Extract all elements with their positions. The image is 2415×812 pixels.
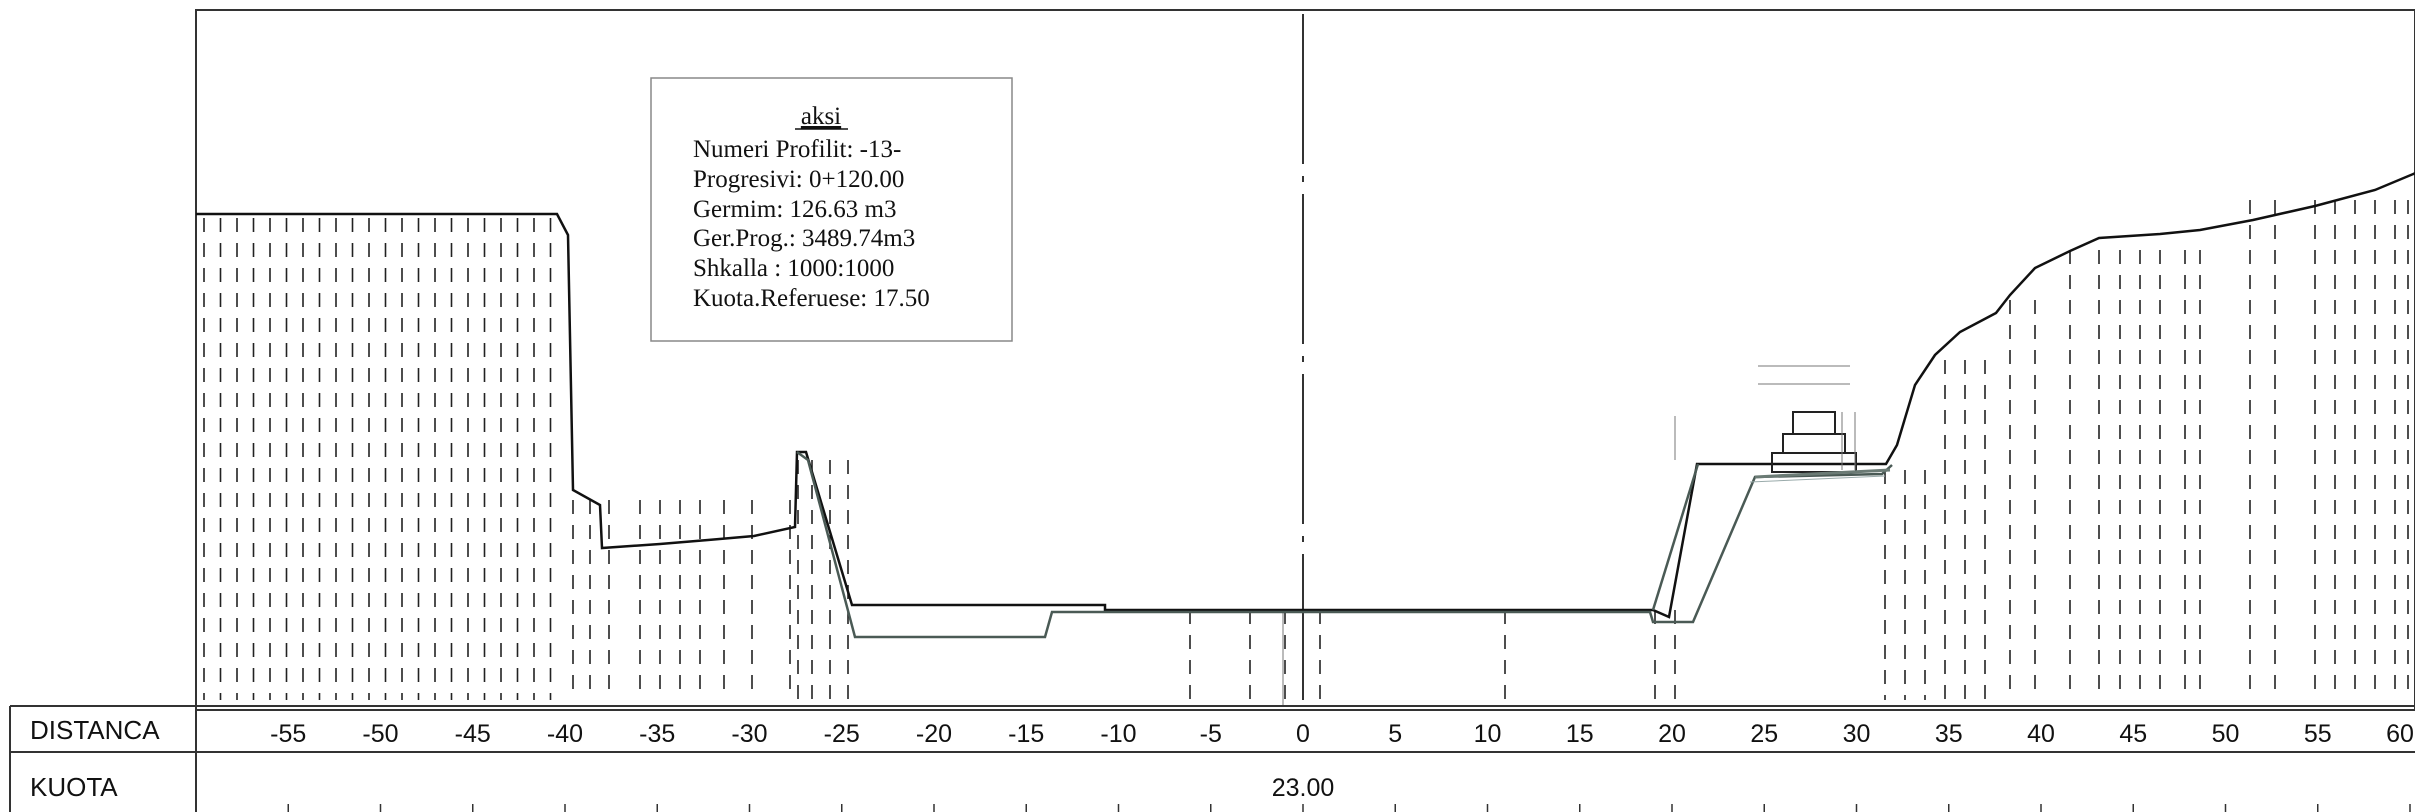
distanca-label: DISTANCA [30, 715, 160, 745]
info-line-progresivi: Progresivi: 0+120.00 [693, 166, 904, 193]
distance-tick-label: 60 [2386, 720, 2414, 748]
kuota-value: 23.00 [1272, 774, 1335, 802]
design-slope-line [1651, 463, 1700, 611]
distance-tick-label: -35 [639, 720, 675, 748]
distance-tick-label: 0 [1296, 720, 1310, 748]
info-line-shkalla: Shkalla : 1000:1000 [693, 255, 894, 282]
distance-tick-label: -20 [916, 720, 952, 748]
distance-tick-label: 45 [2119, 720, 2147, 748]
distance-tick-label: 35 [1935, 720, 1963, 748]
distance-tick-label: 5 [1388, 720, 1402, 748]
info-title: aksi [801, 103, 841, 130]
distance-tick-label: -10 [1100, 720, 1136, 748]
distance-tick-labels: -55 -50 -45 -40 -35 -30 -25 -20 -15 -10 -5 0 5 10 15 20… [270, 720, 2414, 748]
distance-tick-label: -5 [1200, 720, 1222, 748]
distance-tick-label: -25 [824, 720, 860, 748]
kuota-label: KUOTA [30, 772, 118, 802]
distance-tick-label: 15 [1566, 720, 1594, 748]
station-dashed-lines [203, 200, 2409, 700]
profile-table: DISTANCA KUOTA 23.00 -55 -50 -45 -40 -35 -30-… [9, 705, 2415, 812]
info-line-germim: Germim: 126.63 m3 [693, 196, 896, 223]
distance-tick-label: 40 [2027, 720, 2055, 748]
distance-tick-label: 30 [1843, 720, 1871, 748]
existing-terrain-line [196, 171, 2415, 619]
distance-tick-label: 25 [1750, 720, 1778, 748]
distance-tick-label: 20 [1658, 720, 1686, 748]
distance-tick-label: -40 [547, 720, 583, 748]
info-line-kuota-referuese: Kuota.Referuese: 17.50 [693, 285, 930, 312]
info-line-profile-number: Numeri Profilit: -13- [693, 136, 901, 163]
profile-frame [195, 9, 2415, 711]
distance-tick-label: -15 [1008, 720, 1044, 748]
info-line-ger-prog: Ger.Prog.: 3489.74m3 [693, 225, 915, 252]
kuota-tick-marks [287, 804, 2411, 812]
distance-tick-label: -45 [455, 720, 491, 748]
distance-tick-label: -50 [362, 720, 398, 748]
distance-tick-label: 55 [2304, 720, 2332, 748]
distance-tick-label: 50 [2212, 720, 2240, 748]
distance-tick-label: -30 [731, 720, 767, 748]
profile-info-box: aksi Numeri Profilit: -13- Progresivi: 0… [650, 77, 1013, 342]
retaining-wall-detail [1674, 365, 1891, 483]
distance-tick-label: -55 [270, 720, 306, 748]
distance-tick-label: 10 [1474, 720, 1502, 748]
